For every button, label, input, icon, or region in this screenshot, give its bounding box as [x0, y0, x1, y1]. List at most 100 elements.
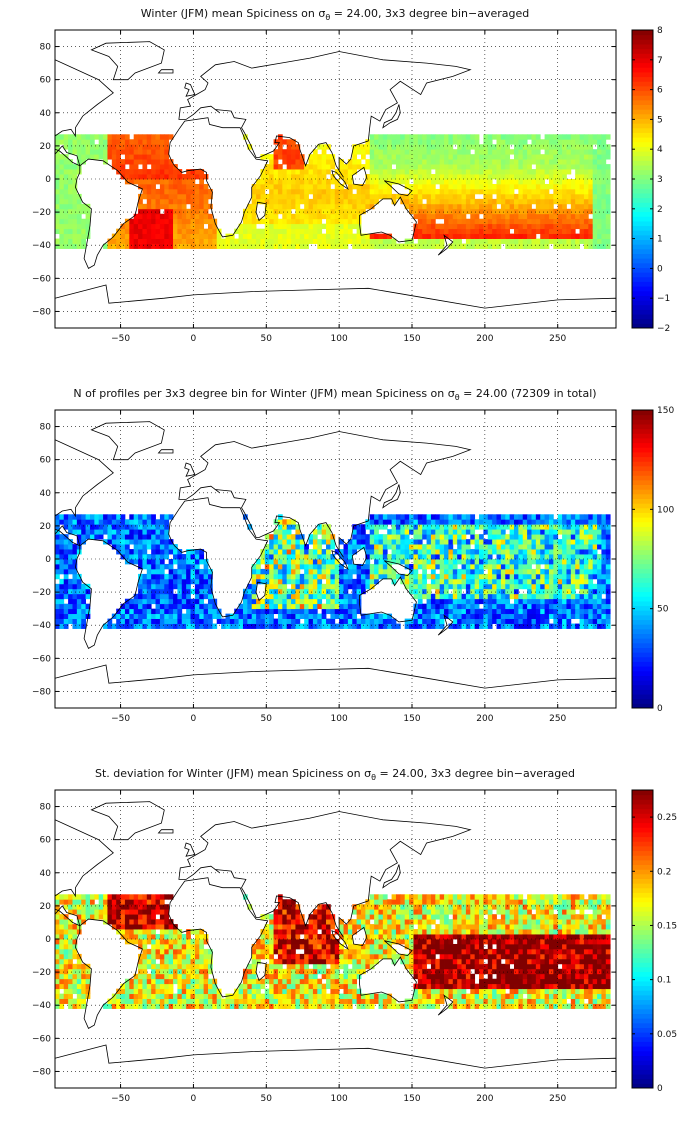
heatmap-cell	[500, 578, 506, 585]
heatmap-cell	[151, 223, 156, 230]
heatmap-cell	[413, 149, 419, 155]
heatmap-cell	[194, 563, 200, 570]
heatmap-cells	[55, 894, 611, 1009]
heatmap-cell	[260, 154, 266, 160]
heatmap-cell	[470, 519, 476, 525]
heatmap-cell	[98, 519, 104, 525]
heatmap-cell	[63, 919, 69, 925]
heatmap-cell	[347, 554, 353, 560]
heatmap-cell	[339, 243, 344, 249]
heatmap-cell	[417, 218, 423, 225]
heatmap-cell	[308, 554, 314, 560]
heatmap-cell	[242, 228, 248, 235]
heatmap-cell	[570, 183, 576, 190]
heatmap-cell	[452, 573, 458, 580]
heatmap-cell	[339, 159, 344, 165]
heatmap-cell	[59, 983, 65, 990]
heatmap-cell	[63, 193, 69, 200]
heatmap-cell	[146, 139, 152, 145]
heatmap-cell	[81, 218, 86, 225]
heatmap-cell	[514, 613, 519, 619]
heatmap-cell	[435, 144, 441, 150]
heatmap-cell	[500, 573, 506, 580]
heatmap-cell	[343, 169, 349, 175]
heatmap-cell	[570, 223, 576, 230]
heatmap-cell	[203, 233, 209, 239]
heatmap-cell	[409, 539, 414, 545]
heatmap-cell	[55, 573, 60, 580]
heatmap-cell	[190, 223, 196, 230]
heatmap-cell	[479, 519, 484, 525]
heatmap-cell	[138, 159, 143, 165]
heatmap-cell	[522, 203, 528, 210]
heatmap-cell	[269, 183, 274, 190]
heatmap-cell	[592, 139, 598, 145]
heatmap-cell	[413, 554, 419, 560]
heatmap-cell	[76, 983, 82, 990]
heatmap-cell	[76, 623, 82, 629]
heatmap-cell	[575, 519, 580, 525]
heatmap-cell	[531, 559, 537, 565]
heatmap-cell	[422, 593, 427, 600]
heatmap-cell	[492, 134, 497, 140]
heatmap-cell	[553, 519, 559, 525]
heatmap-cell	[208, 213, 213, 220]
heatmap-cell	[190, 623, 196, 629]
heatmap-cell	[570, 203, 576, 210]
heatmap-cell	[247, 218, 253, 225]
heatmap-cell	[186, 183, 191, 190]
heatmap-cell	[479, 613, 484, 619]
colorbar-segment	[632, 127, 653, 133]
heatmap-cell	[247, 583, 253, 590]
heatmap-cell	[566, 208, 572, 215]
heatmap-cell	[369, 144, 375, 150]
heatmap-cell	[570, 243, 576, 249]
heatmap-cell	[107, 529, 113, 535]
heatmap-cell	[173, 593, 178, 600]
heatmap-cell	[312, 154, 318, 160]
heatmap-cell	[465, 188, 471, 195]
heatmap-cell	[479, 208, 484, 215]
heatmap-cell	[518, 139, 524, 145]
heatmap-cell	[59, 238, 65, 244]
heatmap-cell	[55, 534, 60, 540]
heatmap-cell	[404, 544, 410, 550]
heatmap-cell	[352, 534, 358, 540]
heatmap-cell	[68, 953, 73, 960]
heatmap-cell	[361, 618, 366, 624]
heatmap-cell	[583, 608, 589, 615]
heatmap-cell	[299, 603, 305, 610]
heatmap-cell	[435, 193, 441, 200]
heatmap-cell	[492, 573, 497, 580]
heatmap-cell	[282, 139, 288, 145]
heatmap-cell	[194, 238, 200, 244]
heatmap-cell	[68, 919, 73, 925]
heatmap-cell	[238, 623, 244, 629]
heatmap-cell	[59, 998, 65, 1004]
heatmap-cell	[566, 573, 572, 580]
heatmap-cell	[505, 514, 511, 520]
heatmap-cell	[527, 618, 532, 624]
heatmap-cell	[352, 613, 358, 619]
heatmap-cell	[500, 154, 506, 160]
heatmap-cell	[138, 593, 143, 600]
heatmap-cell	[177, 603, 183, 610]
heatmap-cell	[334, 578, 340, 585]
heatmap-cell	[391, 529, 397, 535]
colorbar-segment	[632, 244, 653, 250]
heatmap-cell	[295, 534, 301, 540]
heatmap-cell	[566, 593, 572, 600]
heatmap-cell	[264, 583, 270, 590]
heatmap-cell	[124, 603, 130, 610]
heatmap-cell	[570, 208, 576, 215]
heatmap-cell	[159, 183, 165, 190]
heatmap-cell	[531, 159, 537, 165]
heatmap-cell	[142, 208, 148, 215]
heatmap-cell	[505, 573, 511, 580]
heatmap-cell	[181, 208, 187, 215]
colorbar-tick-label: 2	[657, 205, 663, 215]
heatmap-cell	[461, 598, 467, 605]
heatmap-cell	[509, 563, 515, 570]
heatmap-cell	[601, 544, 607, 550]
heatmap-cell	[562, 134, 567, 140]
